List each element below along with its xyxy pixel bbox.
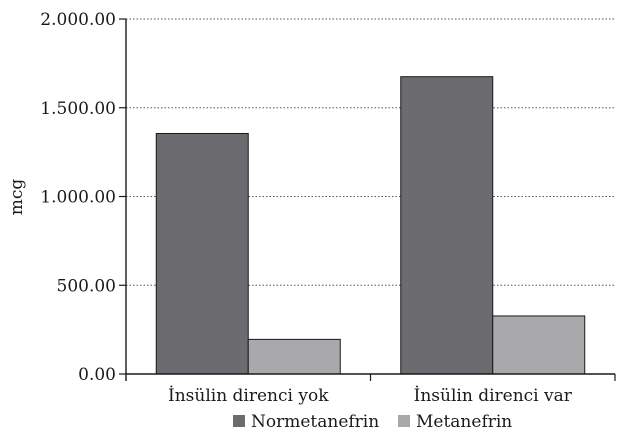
- y-tick-label: 1.500.00: [40, 99, 116, 119]
- x-category-label: İnsülin direnci var: [414, 385, 573, 406]
- y-tick-label: 2.000.00: [40, 10, 116, 30]
- y-tick-label: 500.00: [57, 276, 116, 296]
- legend-swatch: [233, 415, 245, 427]
- axes: [119, 18, 616, 381]
- y-tick-label: 0.00: [78, 365, 116, 385]
- legend-label: Normetanefrin: [251, 412, 379, 432]
- y-tick-label: 1.000.00: [40, 188, 116, 208]
- bars: [155, 76, 586, 375]
- legend-swatch: [398, 415, 410, 427]
- legend: Normetanefrin Metanefrin: [233, 412, 512, 432]
- bar-metanefrin-2: [492, 315, 586, 375]
- bar-normetanefrin-1: [155, 132, 249, 375]
- bar-metanefrin-1: [247, 338, 341, 375]
- legend-label: Metanefrin: [416, 412, 512, 432]
- y-axis-title: mcg: [7, 179, 27, 216]
- y-tick-labels: 0.00 500.00 1.000.00 1.500.00 2.000.00: [40, 10, 116, 385]
- bar-normetanefrin-2: [400, 76, 494, 375]
- x-category-labels: İnsülin direnci yok İnsülin direnci var: [168, 385, 573, 406]
- x-category-label: İnsülin direnci yok: [168, 385, 329, 406]
